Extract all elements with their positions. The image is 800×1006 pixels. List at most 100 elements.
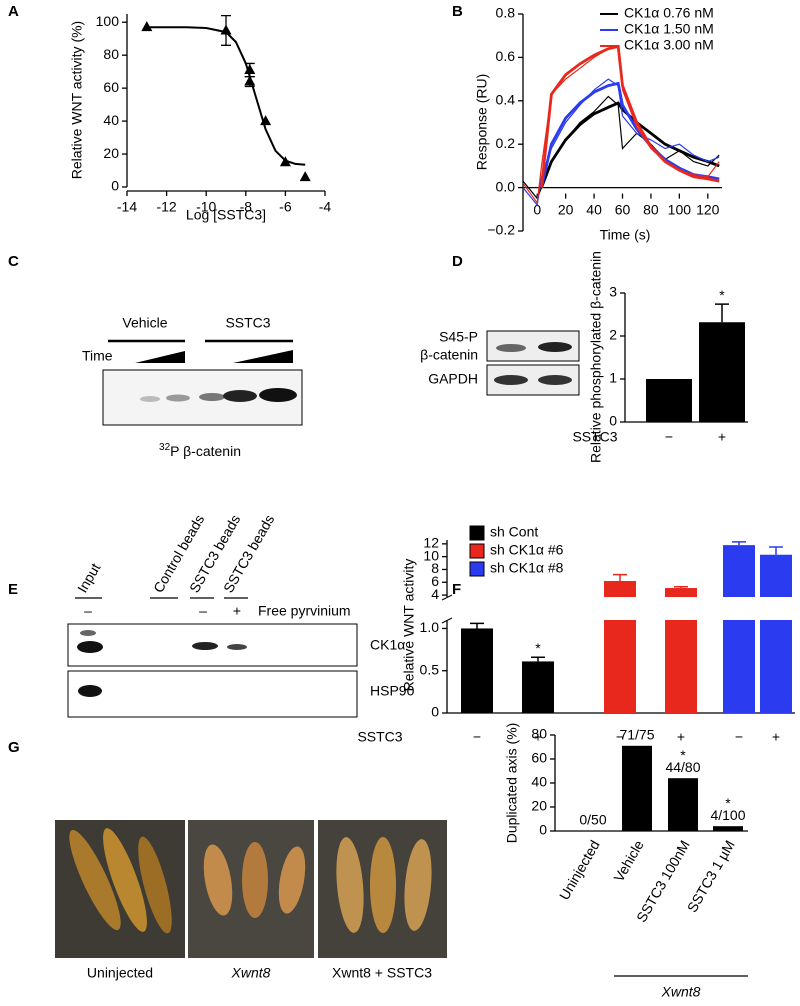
fit-line — [540, 44, 720, 188]
x-tick-label: 40 — [586, 201, 602, 217]
embryo — [103, 828, 147, 932]
significance-mark: * — [725, 795, 731, 811]
caption-sup: 32 — [159, 442, 171, 453]
y-axis-label: Response (RU) — [474, 74, 490, 170]
x-tick-label: + — [534, 729, 542, 745]
group-label: Xwnt8 — [661, 984, 701, 1000]
bar — [699, 322, 745, 422]
y-tick-label: 1 — [609, 370, 617, 386]
embryo — [242, 842, 268, 918]
bar — [665, 588, 697, 597]
x-tick-label: -12 — [156, 199, 176, 215]
y-axis-label: Relative WNT activity (%) — [69, 21, 85, 179]
row-label: Time — [82, 348, 113, 364]
x-axis-label: SSTC3 — [572, 429, 617, 445]
y-tick-label: 12 — [423, 535, 439, 551]
error-bar — [531, 656, 545, 662]
error-bar — [769, 546, 783, 555]
panel-letter: E — [8, 581, 18, 598]
band — [140, 396, 160, 402]
legend-swatch — [469, 543, 485, 559]
y-tick-label: 6 — [431, 573, 439, 589]
bar — [723, 545, 755, 597]
y-tick-label: 0.2 — [496, 135, 516, 151]
legend-swatch — [469, 561, 485, 577]
band — [166, 394, 190, 402]
x-axis-label: SSTC3 — [357, 729, 402, 745]
legend-label: CK1α 1.50 nM — [624, 21, 714, 37]
legend-label: sh CK1α #6 — [490, 542, 564, 558]
band — [538, 375, 572, 385]
y-tick-label: 1.0 — [420, 619, 440, 635]
significance-mark: * — [535, 640, 541, 656]
bar — [760, 620, 792, 713]
error-bar — [674, 586, 688, 589]
caption: P β-catenin — [170, 443, 241, 459]
band — [227, 644, 247, 650]
value-label: 0/50 — [579, 812, 606, 828]
y-tick-label: 0 — [431, 704, 439, 720]
photo-caption: Xwnt8 + SSTC3 — [332, 965, 432, 981]
sign: – — [199, 603, 207, 619]
value-label: 71/75 — [619, 727, 654, 743]
value-label: 4/100 — [710, 807, 745, 823]
x-tick-label: -10 — [196, 199, 216, 215]
y-axis-label: Duplicated axis (%) — [504, 723, 520, 844]
embryo — [370, 837, 396, 933]
y-tick-label: 3 — [609, 284, 617, 300]
error-bar — [613, 573, 627, 581]
y-tick-label: 8 — [431, 560, 439, 576]
blot — [67, 623, 358, 667]
legend-label: sh Cont — [490, 524, 538, 540]
band — [259, 388, 297, 402]
x-tick-label: − — [473, 729, 481, 745]
y-tick-label: 60 — [531, 750, 547, 766]
panel-letter: G — [8, 739, 20, 756]
band — [78, 685, 102, 697]
row-label: S45-P — [439, 329, 478, 345]
x-tick-label: − — [735, 729, 743, 745]
x-tick-label: 60 — [615, 201, 631, 217]
bar — [665, 620, 697, 713]
row-label: GAPDH — [428, 371, 478, 387]
group-label: SSTC3 — [225, 315, 270, 331]
bar — [646, 379, 692, 422]
x-tick-label: 120 — [696, 201, 720, 217]
blot — [67, 670, 358, 718]
y-tick-label: 0.4 — [496, 92, 516, 108]
y-tick-label: 80 — [531, 726, 547, 742]
fit-line — [540, 81, 720, 188]
bar — [604, 580, 636, 597]
y-tick-label: 0.5 — [420, 661, 440, 677]
panel-letter: D — [452, 253, 463, 270]
legend-swatch — [469, 525, 485, 541]
panel-letter: B — [452, 3, 463, 20]
x-tick-label: + — [772, 729, 780, 745]
panel-letter: F — [452, 581, 461, 598]
bar — [461, 628, 493, 713]
bar — [668, 778, 698, 831]
data-point — [279, 156, 291, 167]
data-point — [244, 64, 256, 75]
x-tick-label: -14 — [117, 199, 137, 215]
significance-mark: * — [719, 287, 725, 303]
panel-letter: C — [8, 253, 19, 270]
legend-label: CK1α 3.00 nM — [624, 37, 714, 53]
sign: + — [233, 603, 241, 619]
band — [496, 344, 526, 352]
bar — [713, 826, 743, 831]
error-bar — [732, 541, 746, 546]
photo-caption: Uninjected — [87, 965, 153, 981]
group-label: Vehicle — [122, 315, 167, 331]
x-tick-label: -8 — [240, 199, 253, 215]
time-wedge — [135, 351, 185, 363]
x-tick-label: + — [677, 729, 685, 745]
row-label: HSP90 — [370, 683, 415, 699]
row-label: β-catenin — [420, 347, 478, 363]
band — [223, 390, 257, 402]
x-tick-label: -6 — [279, 199, 292, 215]
band — [77, 641, 103, 653]
legend-label: CK1α 0.76 nM — [624, 5, 714, 21]
sign: – — [84, 603, 92, 619]
band — [199, 393, 225, 401]
